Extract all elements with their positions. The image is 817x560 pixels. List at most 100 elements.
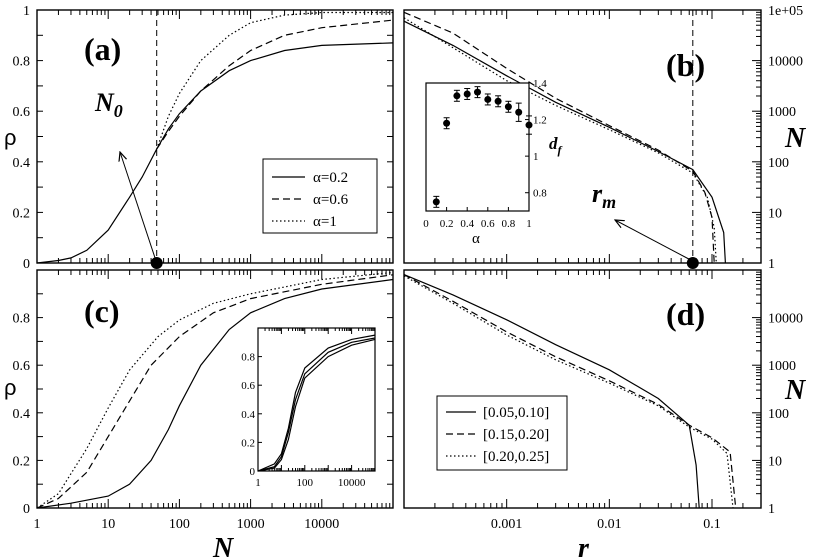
- panel-c-inset-ticks: 1 100 10000 0 0.2 0.4 0.6 0.8: [241, 328, 376, 489]
- panel-b-inset-ticks: 0 0.2 0.4 0.6 0.8 1 0.8 1 1.2 1.4: [423, 78, 547, 230]
- n0-arrow: [120, 152, 158, 264]
- panel-c-series-0: [36, 278, 394, 509]
- legend-a-label-1: α=0.6: [313, 192, 349, 208]
- panel-b-ylabel: N: [784, 123, 807, 154]
- panel-b-inset-points: [432, 86, 533, 208]
- panel-a-ticklabel-1: 0.2: [13, 206, 31, 221]
- panel-c-ticks: 0 0.2 0.4 0.6 0.8 1 10 100 100 0 10000: [13, 270, 394, 532]
- cinset-y-ticklabel-1: 0.2: [241, 437, 255, 449]
- panel-b-inset: 0 0.2 0.4 0.6 0.8 1 0.8 1 1.2 1.4 α df: [423, 78, 562, 247]
- cinset-x-ticklabel-1: 100: [297, 477, 314, 489]
- panel-c-inset-curves: [257, 334, 376, 472]
- panel-a-ticklabel-5: 1: [23, 4, 30, 19]
- panel-a-series-1: [156, 19, 394, 150]
- binset-point-0: [432, 198, 440, 206]
- panel-d-curves: [403, 274, 737, 509]
- panel-d-ylabel: N: [784, 375, 807, 406]
- rm-annotation: rm: [592, 179, 616, 212]
- panel-b-ticklabel-1: 10: [768, 206, 782, 221]
- legend-d-label-1: [0.15,0.20]: [483, 427, 549, 443]
- panel-b-series-1: [403, 11, 715, 264]
- legend-a-label-2: α=1: [313, 214, 337, 230]
- panel-b-inset-frame: [425, 82, 530, 212]
- panel-b-ticklabel-2: 100: [768, 156, 789, 171]
- binset-x-ticklabel-0: 0: [423, 218, 429, 230]
- binset-point-1: [443, 119, 451, 127]
- panel-d-x-ticklabel-2: 0.1: [703, 517, 721, 532]
- binset-x-ticklabel-5: 1: [526, 218, 532, 230]
- panel-c-y-ticklabel-4: 0.8: [13, 312, 31, 327]
- n0-annotation-main: N: [94, 88, 115, 117]
- n0-annotation-subscript: 0: [114, 101, 123, 121]
- panel-a-label: (a): [84, 31, 121, 67]
- panel-c-x-ticklabel-1: 10: [101, 517, 115, 532]
- panel-b-ticklabel-5: 1e+05: [768, 4, 803, 19]
- cinset-series-1: [257, 337, 376, 472]
- panel-c-x-ticklabel-2: 100: [169, 517, 190, 532]
- panel-c-xlabel: N: [212, 533, 235, 560]
- legend-a-label-0: α=0.2: [313, 170, 348, 186]
- panel-c-y-ticklabel-1: 0.2: [13, 454, 31, 469]
- cinset-y-ticklabel-0: 0: [250, 466, 256, 478]
- cinset-x-ticklabel-2: 10000: [338, 477, 366, 489]
- panel-d-xlabel: r: [578, 533, 590, 560]
- panel-c-x-ticklabel-4: 10000: [304, 517, 339, 532]
- panel-a-series-0: [36, 42, 394, 264]
- rm-annotation-subscript: m: [602, 192, 616, 212]
- panel-a-ticks: 0 0.2 0.4 0.6 0.8 1: [13, 4, 394, 272]
- binset-x-ticklabel-1: 0.2: [440, 218, 454, 230]
- binset-point-7: [504, 103, 512, 111]
- panel-a-legend-box: [262, 158, 378, 234]
- panel-b-inset-xlabel: α: [472, 231, 480, 247]
- binset-point-9: [525, 121, 533, 129]
- panel-d-legend-box: [436, 395, 568, 471]
- legend-d-label-0: [0.05,0.10]: [483, 405, 549, 421]
- panel-b-series-0: [403, 20, 726, 264]
- cinset-y-ticklabel-2: 0.4: [241, 409, 255, 421]
- binset-point-4: [474, 88, 481, 96]
- panel-d-series-1: [403, 274, 737, 509]
- binset-y-ticklabel-1: 1: [533, 151, 539, 163]
- inset-ylabel-main: d: [549, 134, 558, 153]
- binset-x-ticklabel-2: 0.4: [460, 218, 474, 230]
- panel-d-label: (d): [666, 296, 705, 332]
- panel-d-x-ticklabel-1: 0.01: [597, 517, 622, 532]
- panel-a-legend: α=0.2 α=0.6 α=1: [262, 158, 378, 234]
- binset-point-6: [494, 97, 502, 105]
- panel-b-label: (b): [666, 47, 705, 83]
- panel-a-ticklabel-0: 0: [23, 257, 30, 272]
- panel-d-y-ticklabel-4: 10000: [768, 312, 803, 327]
- panel-c-series-1: [36, 274, 394, 509]
- panel-a-curves: [36, 11, 394, 264]
- rm-annotation-main: r: [592, 179, 603, 208]
- cinset-y-ticklabel-3: 0.6: [241, 380, 255, 392]
- n0-annotation: N0: [94, 88, 123, 121]
- panel-c-label: (c): [84, 293, 120, 329]
- cinset-series-0: [257, 334, 376, 472]
- panel-b-frame: [403, 9, 762, 264]
- binset-y-ticklabel-0: 0.8: [533, 188, 547, 200]
- binset-point-5: [484, 95, 492, 103]
- panel-d-ticks: 1 10 100 1000 10000 0.001 0.01 0.1: [403, 269, 803, 532]
- binset-x-ticklabel-4: 0.8: [502, 218, 516, 230]
- panel-c-x-ticklabel-0: 1: [34, 517, 41, 532]
- panel-b-curves: [403, 11, 726, 264]
- panel-c-series-2: [36, 271, 394, 509]
- binset-point-8: [515, 108, 523, 116]
- panel-b-ticklabel-4: 10000: [768, 55, 803, 70]
- panel-c-curves: [36, 271, 394, 509]
- panel-b-series-2: [403, 17, 717, 264]
- panel-c-y-ticklabel-2: 0.4: [13, 407, 31, 422]
- inset-ylabel-subscript: f: [558, 143, 563, 157]
- panel-a-ticklabel-4: 0.8: [13, 55, 31, 70]
- binset-point-2: [453, 92, 461, 100]
- binset-point-3: [463, 90, 471, 98]
- panel-d-series-0: [403, 274, 700, 509]
- panel-c-y-ticklabel-0: 0: [23, 502, 30, 517]
- panel-d-x-ticklabel-0: 0.001: [491, 517, 523, 532]
- rm-marker: [686, 257, 699, 269]
- panel-d-y-ticklabel-2: 100: [768, 407, 789, 422]
- cinset-x-ticklabel-0: 1: [255, 477, 261, 489]
